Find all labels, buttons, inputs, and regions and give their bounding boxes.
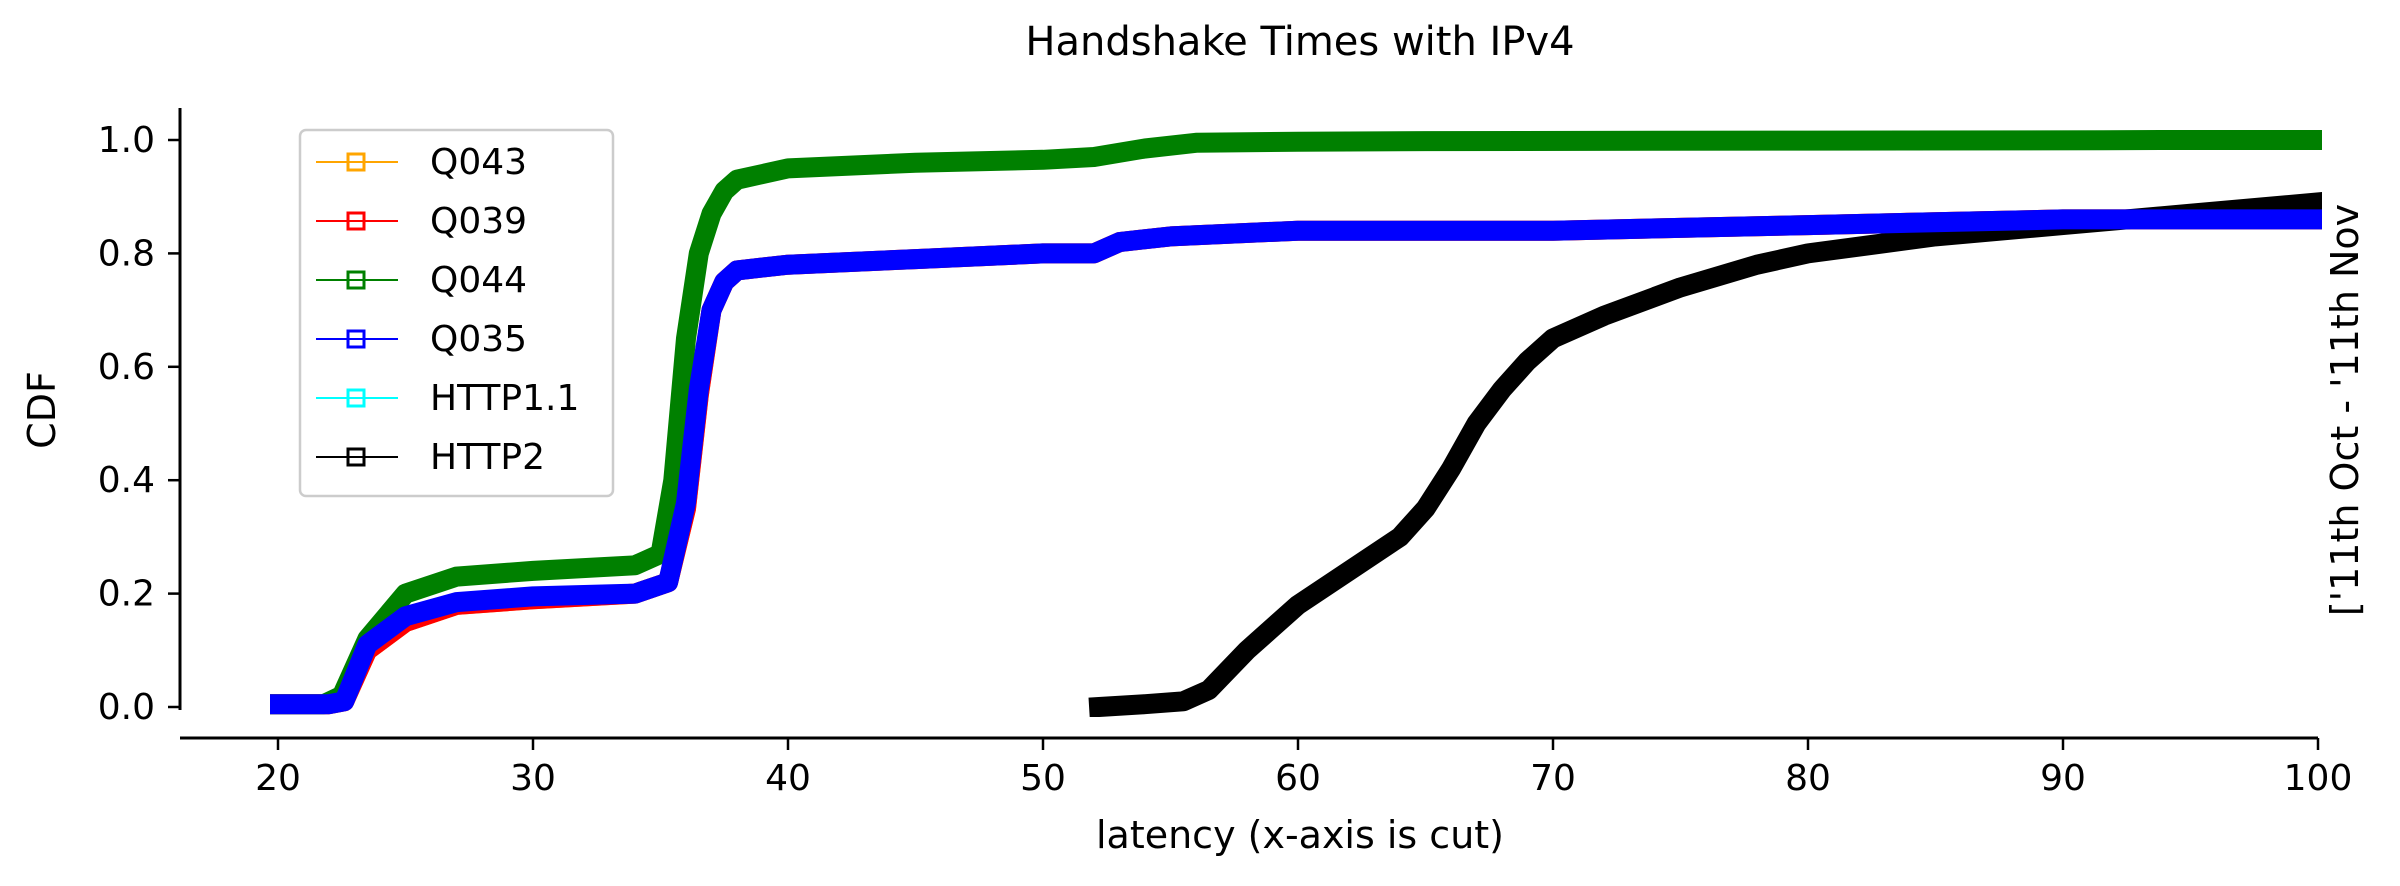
legend-entry: HTTP2	[316, 437, 545, 478]
series-q035	[270, 209, 2322, 715]
legend-label: HTTP1.1	[430, 378, 579, 419]
legend-entry: Q039	[316, 201, 527, 242]
x-tick-label: 30	[510, 758, 556, 799]
x-axis: 20 30 40 50 60 70 80 90 100	[180, 736, 2353, 799]
x-axis-title: latency (x-axis is cut)	[1096, 813, 1504, 857]
legend-entry: HTTP1.1	[316, 378, 579, 419]
x-tick-label: 70	[1530, 758, 1576, 799]
legend-label: Q044	[430, 260, 527, 301]
legend-label: Q039	[430, 201, 527, 242]
legend: Q043 Q039 Q044 Q035 HTTP1.1 HTTP2	[298, 128, 615, 498]
legend-label: HTTP2	[430, 437, 545, 478]
data-point	[2308, 130, 2322, 150]
legend-marker	[346, 152, 366, 172]
legend-entry: Q035	[316, 319, 527, 360]
legend-marker	[346, 211, 366, 231]
legend-marker	[346, 270, 366, 290]
legend-marker	[346, 329, 366, 349]
legend-label: Q043	[430, 142, 527, 183]
x-tick-label: 80	[1785, 758, 1831, 799]
y-axis: 0.0 0.2 0.4 0.6 0.8 1.0	[98, 108, 182, 728]
plot-area	[270, 130, 2322, 717]
y-tick-label: 1.0	[98, 120, 155, 161]
series-layer	[270, 130, 2322, 717]
legend-marker	[346, 447, 366, 467]
y-axis-title: CDF	[20, 371, 64, 449]
series-line	[270, 130, 2322, 715]
series-http2	[1088, 192, 2322, 717]
data-point	[1416, 131, 1435, 151]
y-tick-label: 0.8	[98, 233, 155, 274]
y-tick-label: 0.2	[98, 574, 155, 615]
chart-title: Handshake Times with IPv4	[1025, 19, 1574, 65]
data-point	[1288, 132, 1308, 152]
date-range-label: ['11th Oct - '11th Nov	[2323, 204, 2367, 616]
x-tick-label: 50	[1020, 758, 1066, 799]
x-tick-label: 20	[255, 758, 301, 799]
legend-entry: Q043	[316, 142, 527, 183]
y-tick-label: 0.6	[98, 347, 155, 388]
data-point	[1798, 131, 1818, 151]
x-tick-label: 40	[765, 758, 811, 799]
x-tick-label: 90	[2040, 758, 2086, 799]
y-tick-label: 0.0	[98, 687, 155, 728]
series-line	[1088, 192, 2322, 717]
series-q044	[270, 130, 2322, 715]
series-q044-markers	[1288, 130, 2322, 152]
data-point	[2094, 130, 2114, 150]
data-point	[2158, 130, 2178, 150]
legend-marker	[346, 388, 366, 408]
x-tick-label: 60	[1275, 758, 1321, 799]
legend-label: Q035	[430, 319, 527, 360]
series-line	[270, 209, 2322, 715]
x-tick-label: 100	[2284, 758, 2353, 799]
legend-entry: Q044	[316, 260, 527, 301]
y-tick-label: 0.4	[98, 460, 155, 501]
